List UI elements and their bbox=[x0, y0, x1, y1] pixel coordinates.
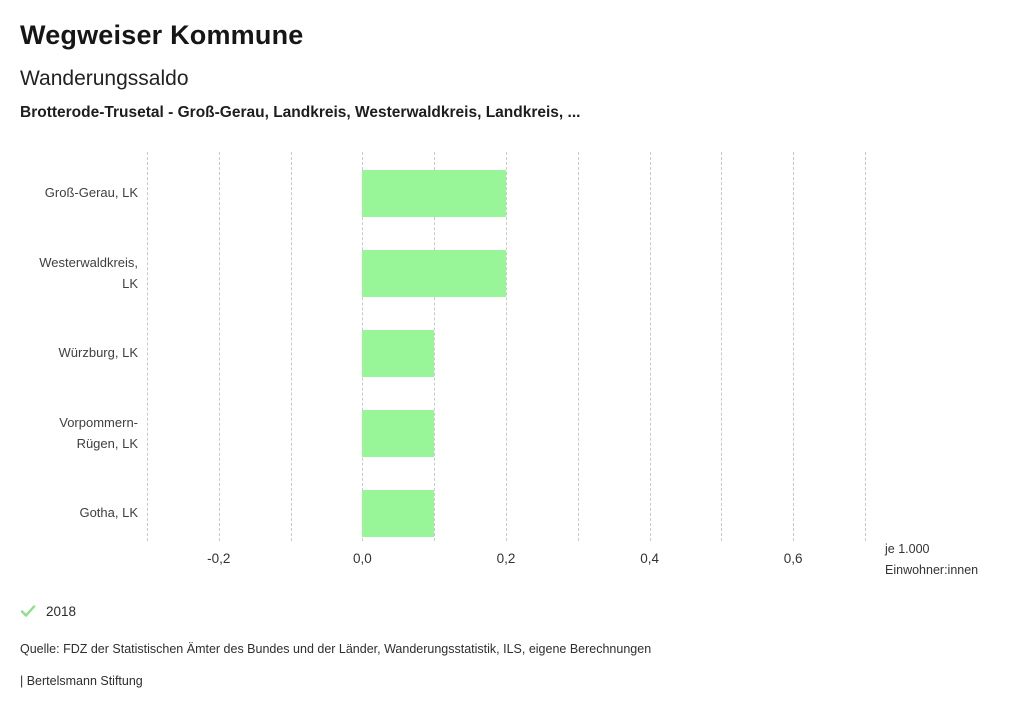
category-label: Würzburg, LK bbox=[58, 345, 138, 361]
source-text: Quelle: FDZ der Statistischen Ämter des … bbox=[20, 642, 652, 656]
x-tick-label: 0,2 bbox=[496, 551, 516, 566]
gridline bbox=[793, 152, 795, 541]
gridline bbox=[290, 152, 292, 541]
x-tick-label: 0,6 bbox=[783, 551, 803, 566]
gridline bbox=[218, 152, 220, 541]
gridline bbox=[865, 152, 866, 541]
app-title: Wegweiser Kommune bbox=[20, 20, 304, 50]
category-axis: Groß-Gerau, LK Westerwaldkreis, LK Würzbur… bbox=[20, 152, 138, 541]
x-tick-label: 0,0 bbox=[353, 551, 372, 566]
category-label: Gotha, LK bbox=[79, 505, 138, 521]
plot-area bbox=[147, 152, 866, 541]
x-tick-label: 0,4 bbox=[640, 551, 659, 566]
x-axis-unit-label: je 1.000 Einwohner:innen bbox=[885, 539, 978, 581]
category-label: Groß-Gerau, LK bbox=[44, 185, 138, 201]
x-axis: -0,2 0,0 0,2 0,4 0,6 bbox=[147, 551, 865, 569]
category-label: Westerwaldkreis, LK bbox=[39, 254, 138, 291]
bar-Gotha, LK[interactable] bbox=[362, 490, 435, 537]
legend-label: 2018 bbox=[46, 603, 77, 619]
bar-Westerwaldkreis, LK[interactable] bbox=[362, 250, 506, 297]
gridline bbox=[577, 152, 579, 541]
gridline bbox=[506, 152, 507, 541]
x-axis-unit-line2: Einwohner:innen bbox=[885, 563, 979, 577]
chart-title: Wanderungssaldo bbox=[20, 67, 189, 90]
x-tick-label: -0,2 bbox=[207, 551, 231, 566]
gridline bbox=[721, 152, 723, 541]
x-axis-unit-line1: je 1.000 bbox=[885, 542, 930, 556]
bar-Vorpommern-Rügen, LK[interactable] bbox=[362, 410, 435, 457]
attribution-text: | Bertelsmann Stiftung bbox=[20, 674, 143, 688]
checkmark-icon bbox=[20, 605, 36, 617]
gridline bbox=[649, 152, 651, 541]
category-label: Vorpommern-Rügen, LK bbox=[59, 414, 138, 451]
bar-Würzburg, LK[interactable] bbox=[362, 330, 435, 377]
gridline bbox=[147, 152, 148, 541]
legend-item-2018[interactable]: 2018 bbox=[20, 602, 76, 620]
chart-subtitle: Brotterode-Trusetal - Groß-Gerau, Landkr… bbox=[20, 104, 581, 121]
bar-Groß-Gerau, LK[interactable] bbox=[362, 170, 506, 217]
gridline bbox=[434, 152, 436, 541]
